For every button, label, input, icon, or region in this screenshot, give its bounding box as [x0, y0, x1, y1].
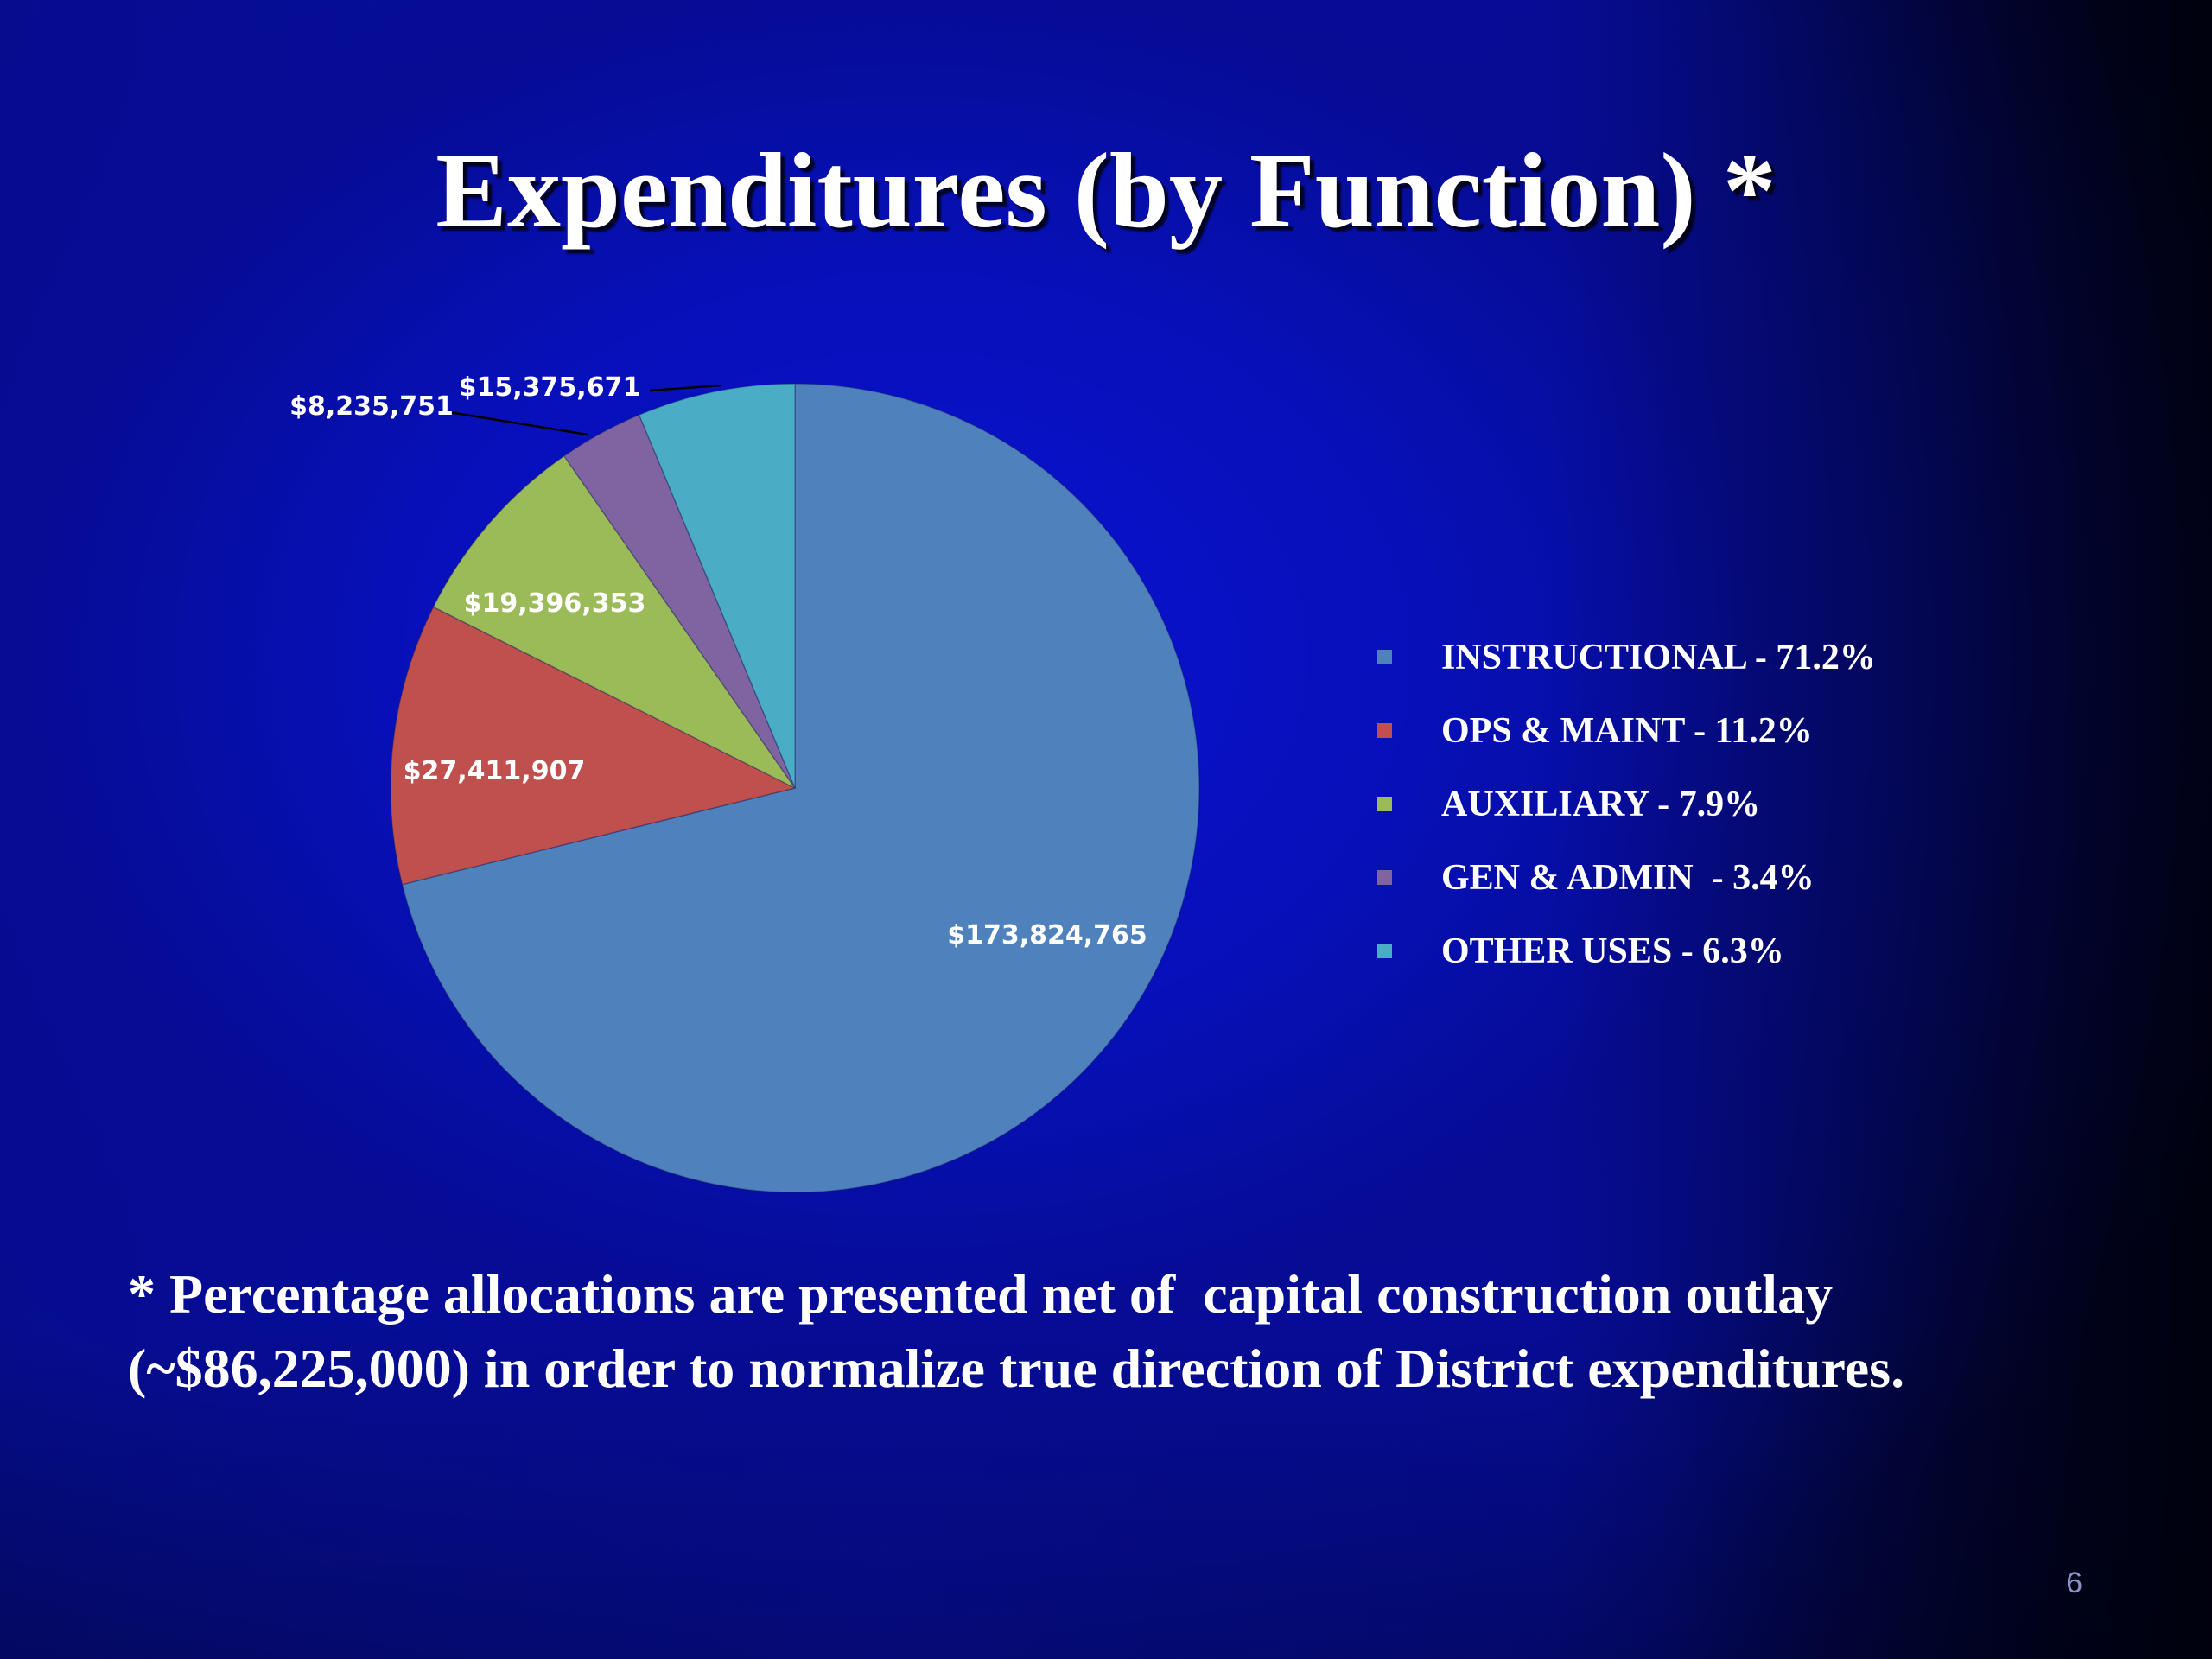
- pie-slice-ops-maint: [390, 606, 798, 886]
- data-label-auxiliary: $19,396,353: [464, 588, 646, 619]
- legend-label: AUXILIARY - 7.9%: [1441, 784, 1761, 824]
- leader-line-gen-admin: [448, 410, 588, 436]
- data-label-instructional: $173,824,765: [947, 920, 1147, 950]
- legend-label: INSTRUCTIONAL - 71.2%: [1441, 637, 1876, 677]
- pie-slice-auxiliary: [432, 454, 796, 789]
- legend-item-ops-maint: OPS & MAINT - 11.2%: [1374, 694, 1876, 767]
- pie-slice-other-uses: [638, 383, 796, 789]
- footnote: * Percentage allocations are presented n…: [128, 1263, 1905, 1399]
- leader-line-other-uses: [649, 384, 722, 392]
- legend-item-auxiliary: AUXILIARY - 7.9%: [1374, 767, 1876, 841]
- legend-item-other-uses: OTHER USES - 6.3%: [1374, 914, 1876, 988]
- data-label-gen-admin: $8,235,751: [289, 391, 454, 422]
- legend-swatch: [1377, 944, 1392, 958]
- legend-swatch: [1377, 723, 1392, 738]
- legend-label: OPS & MAINT - 11.2%: [1441, 710, 1813, 751]
- data-label-other-uses: $15,375,671: [459, 372, 641, 403]
- legend-swatch: [1377, 870, 1392, 885]
- pie-slice-instructional: [401, 383, 1200, 1193]
- data-label-ops-maint: $27,411,907: [404, 756, 586, 786]
- legend-swatch: [1377, 797, 1392, 811]
- legend-label: OTHER USES - 6.3%: [1441, 931, 1784, 971]
- legend-label: GEN & ADMIN - 3.4%: [1441, 857, 1815, 898]
- legend-swatch: [1377, 650, 1392, 664]
- page-number: 6: [2066, 1567, 2082, 1599]
- chart-legend: INSTRUCTIONAL - 71.2% OPS & MAINT - 11.2…: [1374, 620, 1876, 988]
- pie-slice-gen-admin: [563, 414, 796, 789]
- slide-title: Expenditures (by Function) *: [435, 131, 1777, 250]
- legend-item-instructional: INSTRUCTIONAL - 71.2%: [1374, 620, 1876, 694]
- legend-item-gen-admin: GEN & ADMIN - 3.4%: [1374, 841, 1876, 914]
